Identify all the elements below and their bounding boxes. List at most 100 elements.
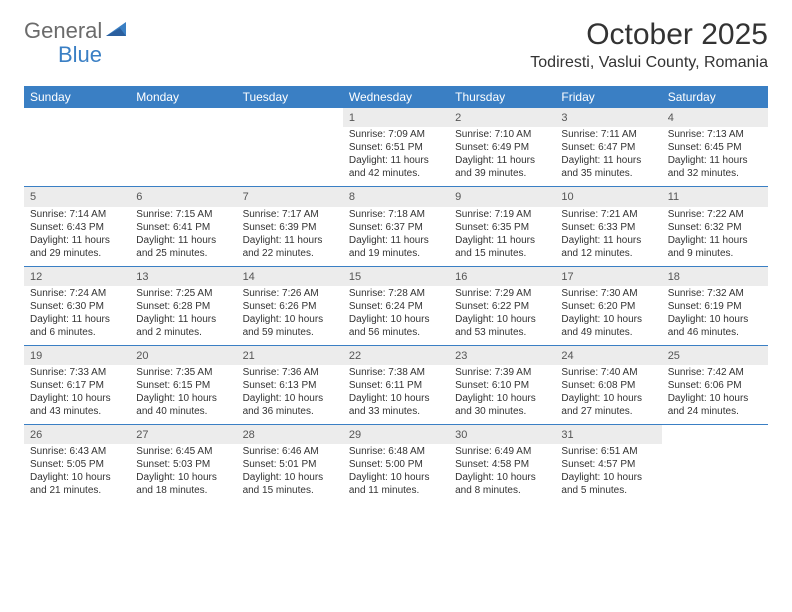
daylight-text: Daylight: 11 hours and 35 minutes. [561,154,655,180]
day-number-cell: 6 [130,187,236,207]
day-number-cell [237,108,343,127]
daylight-text: Daylight: 10 hours and 15 minutes. [243,471,337,497]
sunset-text: Sunset: 6:49 PM [455,141,549,154]
daylight-text: Daylight: 11 hours and 32 minutes. [668,154,762,180]
sunrise-text: Sunrise: 7:42 AM [668,366,762,379]
sunset-text: Sunset: 6:22 PM [455,300,549,313]
day-info-cell: Sunrise: 7:15 AMSunset: 6:41 PMDaylight:… [130,207,236,267]
dayinfo-row: Sunrise: 7:09 AMSunset: 6:51 PMDaylight:… [24,127,768,187]
daylight-text: Daylight: 11 hours and 9 minutes. [668,234,762,260]
sunrise-text: Sunrise: 7:35 AM [136,366,230,379]
daylight-text: Daylight: 11 hours and 25 minutes. [136,234,230,260]
logo-triangle-icon [106,20,128,43]
sunrise-text: Sunrise: 7:14 AM [30,208,124,221]
sunset-text: Sunset: 6:26 PM [243,300,337,313]
sunset-text: Sunset: 6:10 PM [455,379,549,392]
day-number-cell: 17 [555,266,661,286]
sunrise-text: Sunrise: 7:09 AM [349,128,443,141]
day-info-cell: Sunrise: 7:14 AMSunset: 6:43 PMDaylight:… [24,207,130,267]
day-info-cell: Sunrise: 7:09 AMSunset: 6:51 PMDaylight:… [343,127,449,187]
sunrise-text: Sunrise: 7:39 AM [455,366,549,379]
daylight-text: Daylight: 10 hours and 24 minutes. [668,392,762,418]
day-number-cell: 31 [555,425,661,445]
weekday-header: Sunday [24,86,130,108]
location-text: Todiresti, Vaslui County, Romania [530,54,768,72]
sunrise-text: Sunrise: 7:25 AM [136,287,230,300]
day-number-cell: 23 [449,345,555,365]
day-info-cell [24,127,130,187]
sunrise-text: Sunrise: 6:51 AM [561,445,655,458]
day-info-cell: Sunrise: 6:45 AMSunset: 5:03 PMDaylight:… [130,444,236,503]
sunset-text: Sunset: 6:06 PM [668,379,762,392]
day-info-cell: Sunrise: 7:33 AMSunset: 6:17 PMDaylight:… [24,365,130,425]
sunrise-text: Sunrise: 7:21 AM [561,208,655,221]
dayinfo-row: Sunrise: 7:33 AMSunset: 6:17 PMDaylight:… [24,365,768,425]
daynum-row: 12131415161718 [24,266,768,286]
day-number-cell: 24 [555,345,661,365]
calendar-table: SundayMondayTuesdayWednesdayThursdayFrid… [24,86,768,503]
title-block: October 2025 Todiresti, Vaslui County, R… [530,18,768,72]
weekday-header: Monday [130,86,236,108]
sunset-text: Sunset: 6:11 PM [349,379,443,392]
sunrise-text: Sunrise: 7:40 AM [561,366,655,379]
weekday-header: Wednesday [343,86,449,108]
daylight-text: Daylight: 10 hours and 53 minutes. [455,313,549,339]
day-number-cell: 3 [555,108,661,127]
day-info-cell: Sunrise: 6:48 AMSunset: 5:00 PMDaylight:… [343,444,449,503]
daynum-row: 567891011 [24,187,768,207]
sunset-text: Sunset: 4:58 PM [455,458,549,471]
day-number-cell [662,425,768,445]
day-number-cell: 9 [449,187,555,207]
weekday-header: Thursday [449,86,555,108]
daylight-text: Daylight: 11 hours and 15 minutes. [455,234,549,260]
calendar-head: SundayMondayTuesdayWednesdayThursdayFrid… [24,86,768,108]
day-number-cell: 4 [662,108,768,127]
sunrise-text: Sunrise: 7:30 AM [561,287,655,300]
daylight-text: Daylight: 10 hours and 36 minutes. [243,392,337,418]
header: General Blue October 2025 Todiresti, Vas… [0,0,792,80]
sunrise-text: Sunrise: 7:29 AM [455,287,549,300]
day-info-cell: Sunrise: 7:10 AMSunset: 6:49 PMDaylight:… [449,127,555,187]
sunset-text: Sunset: 6:15 PM [136,379,230,392]
day-info-cell: Sunrise: 7:17 AMSunset: 6:39 PMDaylight:… [237,207,343,267]
sunset-text: Sunset: 6:39 PM [243,221,337,234]
daylight-text: Daylight: 10 hours and 21 minutes. [30,471,124,497]
day-info-cell: Sunrise: 7:40 AMSunset: 6:08 PMDaylight:… [555,365,661,425]
daylight-text: Daylight: 10 hours and 5 minutes. [561,471,655,497]
sunrise-text: Sunrise: 6:46 AM [243,445,337,458]
day-number-cell: 12 [24,266,130,286]
day-info-cell: Sunrise: 7:11 AMSunset: 6:47 PMDaylight:… [555,127,661,187]
day-number-cell: 28 [237,425,343,445]
sunrise-text: Sunrise: 7:19 AM [455,208,549,221]
day-number-cell: 15 [343,266,449,286]
day-number-cell: 20 [130,345,236,365]
sunrise-text: Sunrise: 7:15 AM [136,208,230,221]
weekday-header: Saturday [662,86,768,108]
dayinfo-row: Sunrise: 7:24 AMSunset: 6:30 PMDaylight:… [24,286,768,346]
day-info-cell: Sunrise: 7:19 AMSunset: 6:35 PMDaylight:… [449,207,555,267]
sunrise-text: Sunrise: 6:43 AM [30,445,124,458]
month-title: October 2025 [530,18,768,52]
day-info-cell: Sunrise: 7:21 AMSunset: 6:33 PMDaylight:… [555,207,661,267]
logo: General Blue [24,18,130,44]
sunrise-text: Sunrise: 7:24 AM [30,287,124,300]
sunrise-text: Sunrise: 7:13 AM [668,128,762,141]
sunrise-text: Sunrise: 6:45 AM [136,445,230,458]
daylight-text: Daylight: 10 hours and 46 minutes. [668,313,762,339]
day-number-cell: 26 [24,425,130,445]
sunset-text: Sunset: 6:13 PM [243,379,337,392]
day-info-cell: Sunrise: 6:51 AMSunset: 4:57 PMDaylight:… [555,444,661,503]
sunset-text: Sunset: 6:41 PM [136,221,230,234]
day-info-cell: Sunrise: 7:26 AMSunset: 6:26 PMDaylight:… [237,286,343,346]
day-number-cell: 21 [237,345,343,365]
day-number-cell: 2 [449,108,555,127]
daylight-text: Daylight: 10 hours and 59 minutes. [243,313,337,339]
day-info-cell: Sunrise: 7:42 AMSunset: 6:06 PMDaylight:… [662,365,768,425]
daylight-text: Daylight: 10 hours and 30 minutes. [455,392,549,418]
sunset-text: Sunset: 6:08 PM [561,379,655,392]
weekday-header: Tuesday [237,86,343,108]
day-info-cell: Sunrise: 7:30 AMSunset: 6:20 PMDaylight:… [555,286,661,346]
day-number-cell: 22 [343,345,449,365]
logo-text-blue: Blue [58,42,102,68]
day-info-cell: Sunrise: 6:43 AMSunset: 5:05 PMDaylight:… [24,444,130,503]
